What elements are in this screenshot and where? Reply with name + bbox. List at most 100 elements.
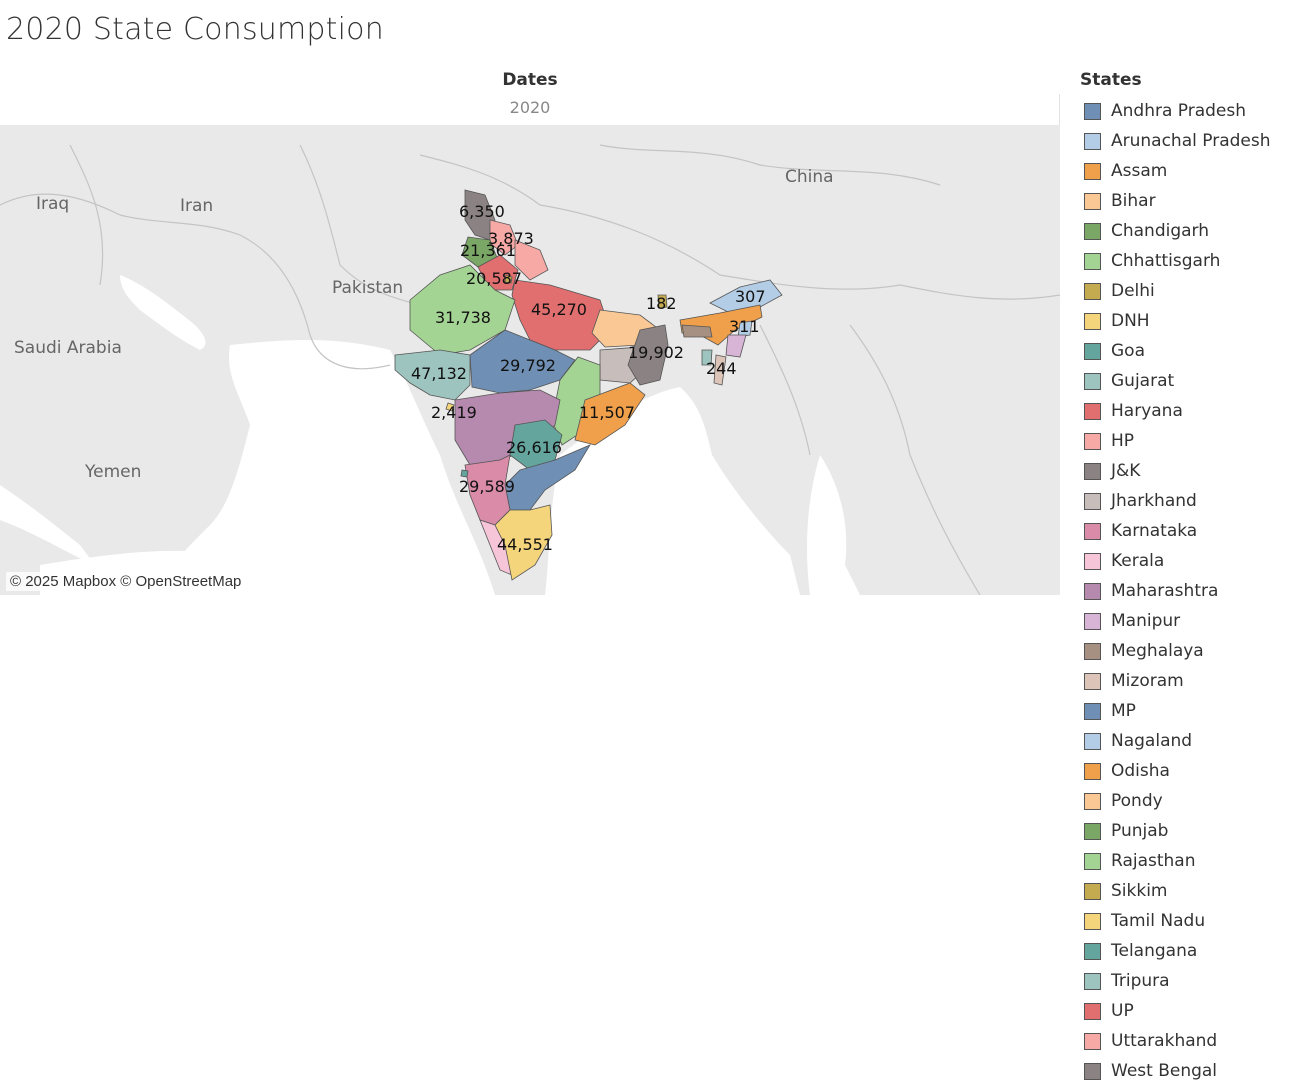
legend-swatch	[1084, 942, 1101, 960]
legend-swatch	[1084, 492, 1101, 510]
value-label-west-bengal: 19,902	[628, 343, 684, 362]
legend-item[interactable]: Tamil Nadu	[1080, 906, 1285, 936]
dimension-header: Dates	[502, 70, 558, 90]
legend-label: Gujarat	[1111, 371, 1175, 391]
legend-item[interactable]: Maharashtra	[1080, 576, 1285, 606]
legend-label: Uttarakhand	[1111, 1031, 1218, 1051]
state-sikkim	[657, 294, 668, 309]
value-label-telangana: 26,616	[506, 438, 562, 457]
country-label-pakistan: Pakistan	[332, 278, 403, 298]
legend-item[interactable]: Mizoram	[1080, 666, 1285, 696]
legend-label: Odisha	[1111, 761, 1170, 781]
legend-item[interactable]: Punjab	[1080, 816, 1285, 846]
legend-label: Punjab	[1111, 821, 1169, 841]
value-label-karnataka: 29,589	[459, 477, 515, 496]
legend-item[interactable]: Uttarakhand	[1080, 1026, 1285, 1056]
persian-gulf	[120, 275, 206, 350]
legend-label: Goa	[1111, 341, 1145, 361]
page-title: 2020 State Consumption	[6, 12, 384, 47]
legend-swatch	[1084, 132, 1101, 150]
legend-item[interactable]: HP	[1080, 426, 1285, 456]
bay-of-bengal	[545, 387, 800, 595]
state-west-bengal	[627, 324, 669, 386]
legend-swatch	[1084, 582, 1101, 600]
legend-label: Assam	[1111, 161, 1168, 181]
value-label-gujarat: 47,132	[411, 364, 467, 383]
legend-swatch	[1084, 822, 1101, 840]
value-label-assam: 311	[729, 317, 760, 336]
legend-item[interactable]: Assam	[1080, 156, 1285, 186]
state-tripura	[701, 349, 713, 366]
value-label-punjab: 21,361	[460, 241, 516, 260]
legend-item[interactable]: Sikkim	[1080, 876, 1285, 906]
legend-label: Kerala	[1111, 551, 1165, 571]
legend-item[interactable]: West Bengal	[1080, 1056, 1285, 1086]
legend-item[interactable]: Goa	[1080, 336, 1285, 366]
state-uttarakhand	[514, 239, 549, 281]
legend-item[interactable]: Karnataka	[1080, 516, 1285, 546]
legend-item[interactable]: Haryana	[1080, 396, 1285, 426]
legend-swatch	[1084, 882, 1101, 900]
legend-label: HP	[1111, 431, 1135, 451]
map-view[interactable]: China Iraq Iran Pakistan Saudi Arabia Ye…	[0, 125, 1060, 595]
legend-item[interactable]: Pondy	[1080, 786, 1285, 816]
legend-item[interactable]: Chandigarh	[1080, 216, 1285, 246]
legend-item[interactable]: Nagaland	[1080, 726, 1285, 756]
legend-item[interactable]: Bihar	[1080, 186, 1285, 216]
legend-swatch	[1084, 282, 1101, 300]
legend-item[interactable]: Delhi	[1080, 276, 1285, 306]
legend-item[interactable]: Meghalaya	[1080, 636, 1285, 666]
red-sea	[0, 485, 95, 565]
legend-swatch	[1084, 1032, 1101, 1050]
legend-label: J&K	[1111, 461, 1141, 481]
legend-label: DNH	[1111, 311, 1150, 331]
legend-item[interactable]: MP	[1080, 696, 1285, 726]
legend-item[interactable]: Andhra Pradesh	[1080, 96, 1285, 126]
legend-item[interactable]: Rajasthan	[1080, 846, 1285, 876]
legend-item[interactable]: UP	[1080, 996, 1285, 1026]
value-label-dnh: 2,419	[431, 403, 477, 422]
legend-item[interactable]: Manipur	[1080, 606, 1285, 636]
legend-swatch	[1084, 102, 1101, 120]
legend-label: Nagaland	[1111, 731, 1193, 751]
legend-label: Andhra Pradesh	[1111, 101, 1247, 121]
legend-swatch	[1084, 222, 1101, 240]
state-goa	[460, 469, 469, 478]
state-odisha	[574, 382, 646, 446]
states-legend: States Andhra Pradesh Arunachal Pradesh As…	[1080, 70, 1285, 1086]
map-attribution[interactable]: © 2025 Mapbox © OpenStreetMap	[6, 572, 246, 591]
legend-item[interactable]: Odisha	[1080, 756, 1285, 786]
legend-label: Manipur	[1111, 611, 1181, 631]
legend-label: Chhattisgarh	[1111, 251, 1221, 271]
map-canvas[interactable]: China Iraq Iran Pakistan Saudi Arabia Ye…	[0, 125, 1060, 595]
legend-swatch	[1084, 372, 1101, 390]
legend-label: MP	[1111, 701, 1136, 721]
legend-item[interactable]: DNH	[1080, 306, 1285, 336]
arabian-sea	[150, 340, 495, 595]
legend-swatch	[1084, 252, 1101, 270]
value-label-rajasthan: 31,738	[435, 308, 491, 327]
state-tamil-nadu	[494, 504, 553, 581]
legend-item[interactable]: Gujarat	[1080, 366, 1285, 396]
legend-label: Meghalaya	[1111, 641, 1204, 661]
state-rajasthan	[409, 264, 516, 356]
legend-item[interactable]: Tripura	[1080, 966, 1285, 996]
value-label-odisha: 11,507	[579, 403, 635, 422]
state-shapes	[394, 189, 783, 581]
legend-item[interactable]: J&K	[1080, 456, 1285, 486]
legend-item[interactable]: Arunachal Pradesh	[1080, 126, 1285, 156]
country-borders	[0, 144, 1060, 595]
state-delhi	[504, 274, 513, 284]
legend-item[interactable]: Telangana	[1080, 936, 1285, 966]
legend-item[interactable]: Kerala	[1080, 546, 1285, 576]
legend-swatch	[1084, 462, 1101, 480]
legend-item[interactable]: Chhattisgarh	[1080, 246, 1285, 276]
value-label-arunachal: 307	[735, 287, 766, 306]
legend-title: States	[1080, 70, 1142, 90]
state-hp	[489, 219, 519, 256]
legend-swatch	[1084, 762, 1101, 780]
value-label-up: 45,270	[531, 300, 587, 319]
legend-swatch	[1084, 402, 1101, 420]
legend-item[interactable]: Jharkhand	[1080, 486, 1285, 516]
legend-label: Delhi	[1111, 281, 1155, 301]
